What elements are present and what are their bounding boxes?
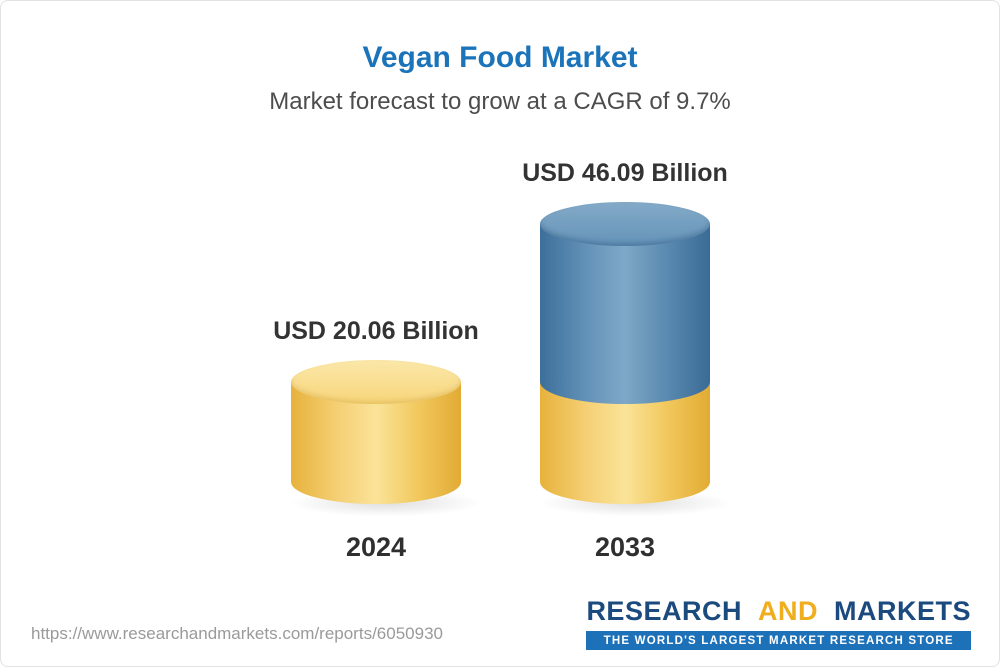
bar-value-label-2024: USD 20.06 Billion xyxy=(273,317,479,346)
bar-group-2033: USD 46.09 Billion 2033 xyxy=(522,159,735,562)
category-label-2033: 2033 xyxy=(594,532,656,562)
logo-tagline: THE WORLD'S LARGEST MARKET RESEARCH STOR… xyxy=(586,631,971,650)
cylinder-segment-2033-growth xyxy=(540,224,710,405)
logo-word-research: RESEARCH xyxy=(586,596,742,627)
chart-subtitle: Market forecast to grow at a CAGR of 9.7… xyxy=(269,88,731,115)
cylinder-2024 xyxy=(286,360,486,517)
cylinder-top-ellipse-2024 xyxy=(291,360,461,405)
cylinder-top-ellipse-2033 xyxy=(540,202,710,246)
page-title: Vegan Food Market xyxy=(362,41,638,74)
cylinder-2033 xyxy=(535,202,735,517)
research-and-markets-logo: RESEARCH AND MARKETS THE WORLD'S LARGEST… xyxy=(586,596,971,650)
logo-wordmark: RESEARCH AND MARKETS xyxy=(586,596,971,627)
category-label-2024: 2024 xyxy=(345,532,407,562)
logo-word-and: AND xyxy=(757,596,818,627)
source-url: https://www.researchandmarkets.com/repor… xyxy=(31,624,443,643)
bar-value-label-2033: USD 46.09 Billion xyxy=(522,159,728,187)
logo-word-markets: MARKETS xyxy=(834,596,971,627)
bar-group-2024: USD 20.06 Billion 2024 xyxy=(273,317,486,562)
